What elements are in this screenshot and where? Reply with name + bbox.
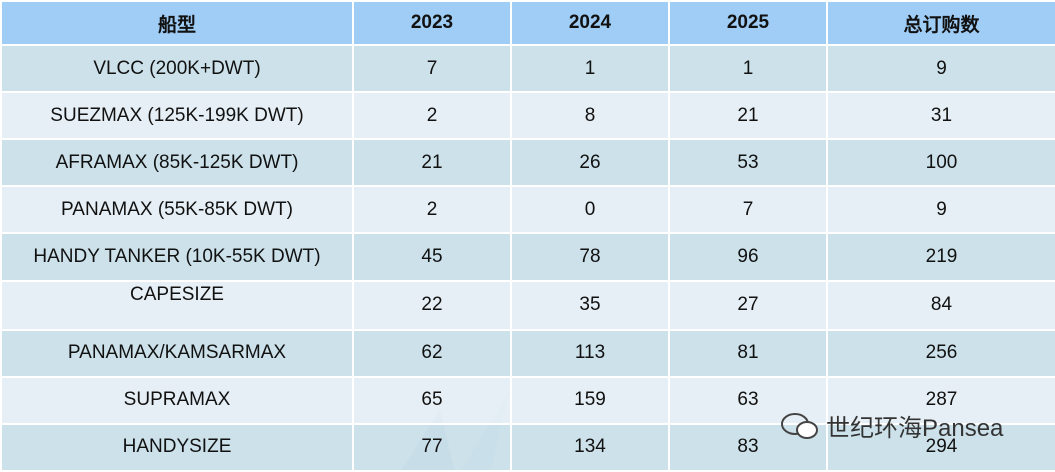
count-cell: 53 — [668, 138, 828, 188]
ship-type-cell: PANAMAX (55K-85K DWT) — [0, 185, 354, 235]
count-cell: 65 — [352, 375, 512, 425]
count-cell: 63 — [668, 375, 828, 425]
header-cell: 船型 — [0, 0, 354, 46]
table-body: VLCC (200K+DWT) 7 1 1 9 SUEZMAX (125K-199K DW… — [0, 43, 1055, 472]
count-cell: 159 — [510, 375, 670, 425]
count-cell: 62 — [352, 328, 512, 378]
count-cell: 256 — [826, 328, 1055, 378]
ship-type-cell: SUPRAMAX — [0, 375, 354, 425]
table-row: HANDYSIZE 77 134 83 294 — [0, 422, 1055, 472]
ship-type-cell: HANDY TANKER (10K-55K DWT) — [0, 232, 354, 282]
ship-type-cell: HANDYSIZE — [0, 422, 354, 472]
count-cell: 27 — [668, 279, 828, 331]
table-row: SUPRAMAX 65 159 63 287 — [0, 375, 1055, 425]
table-row: CAPESIZE 22 35 27 84 — [0, 279, 1055, 331]
ship-type-cell: PANAMAX/KAMSARMAX — [0, 328, 354, 378]
table-row: SUEZMAX (125K-199K DWT) 2 8 21 31 — [0, 91, 1055, 141]
count-cell: 294 — [826, 422, 1055, 472]
watermark-text: 世纪环海Pansea — [826, 415, 1004, 442]
count-cell: 134 — [510, 422, 670, 472]
count-cell: 2 — [352, 91, 512, 141]
count-cell: 100 — [826, 138, 1055, 188]
count-cell: 26 — [510, 138, 670, 188]
wechat-icon — [781, 412, 818, 439]
count-cell: 22 — [352, 279, 512, 331]
ship-type-cell: AFRAMAX (85K-125K DWT) — [0, 138, 354, 188]
header-cell: 总订购数 — [826, 0, 1055, 46]
count-cell: 287 — [826, 375, 1055, 425]
count-cell: 21 — [668, 91, 828, 141]
count-cell: 7 — [352, 43, 512, 94]
header-cell: 2025 — [668, 0, 828, 46]
table-row: PANAMAX (55K-85K DWT) 2 0 7 9 — [0, 185, 1055, 235]
ship-type-cell: VLCC (200K+DWT) — [0, 43, 354, 94]
count-cell: 1 — [668, 43, 828, 94]
count-cell: 1 — [510, 43, 670, 94]
count-cell: 78 — [510, 232, 670, 282]
ship-type-cell: SUEZMAX (125K-199K DWT) — [0, 91, 354, 141]
count-cell: 219 — [826, 232, 1055, 282]
count-cell: 96 — [668, 232, 828, 282]
count-cell: 8 — [510, 91, 670, 141]
count-cell: 2 — [352, 185, 512, 235]
count-cell: 45 — [352, 232, 512, 282]
count-cell: 9 — [826, 43, 1055, 94]
table-row: HANDY TANKER (10K-55K DWT) 45 78 96 219 — [0, 232, 1055, 282]
count-cell: 21 — [352, 138, 512, 188]
count-cell: 84 — [826, 279, 1055, 331]
header-row: 船型 2023 2024 2025 总订购数 — [0, 0, 1055, 46]
watermark: 世纪环海Pansea — [780, 408, 1003, 443]
header-cell: 2024 — [510, 0, 670, 46]
count-cell: 7 — [668, 185, 828, 235]
count-cell: 31 — [826, 91, 1055, 141]
table-row: AFRAMAX (85K-125K DWT) 21 26 53 100 — [0, 138, 1055, 188]
table-row: VLCC (200K+DWT) 7 1 1 9 — [0, 43, 1055, 94]
count-cell: 0 — [510, 185, 670, 235]
header-cell: 2023 — [352, 0, 512, 46]
count-cell: 77 — [352, 422, 512, 472]
table-row: PANAMAX/KAMSARMAX 62 113 81 256 — [0, 328, 1055, 378]
count-cell: 81 — [668, 328, 828, 378]
count-cell: 9 — [826, 185, 1055, 235]
count-cell: 35 — [510, 279, 670, 331]
ship-type-cell: CAPESIZE — [0, 279, 354, 331]
count-cell: 83 — [668, 422, 828, 472]
count-cell: 113 — [510, 328, 670, 378]
